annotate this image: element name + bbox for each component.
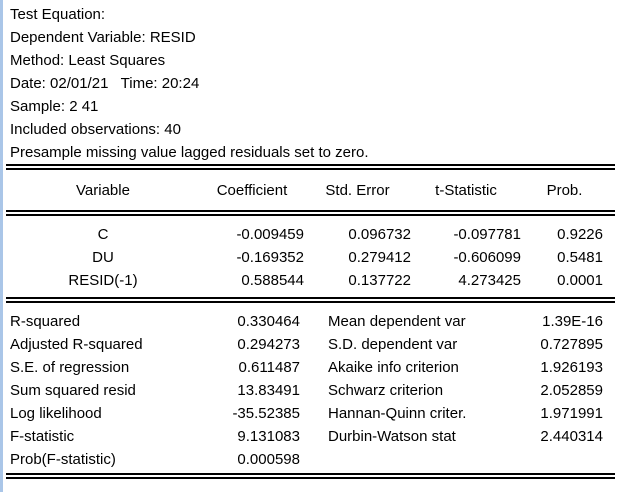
header-line-included-obs: Included observations: 40 xyxy=(10,121,181,138)
stat-value: -35.52385 xyxy=(232,405,300,422)
output-content: Test Equation: Dependent Variable: RESID… xyxy=(6,0,615,479)
stat-label: Durbin-Watson stat xyxy=(328,428,456,445)
left-edge-accent xyxy=(0,0,3,492)
double-rule-below-header xyxy=(6,210,615,216)
cell-std-error: 0.279412 xyxy=(348,249,411,266)
stat-label xyxy=(300,448,516,471)
cell-variable: DU xyxy=(92,249,114,266)
cell-coefficient: -0.009459 xyxy=(236,226,304,243)
column-header-coefficient: Coefficient xyxy=(216,181,288,199)
stat-value: 9.131083 xyxy=(237,428,300,445)
coefficient-table-header-row: Variable Coefficient Std. Error t-Statis… xyxy=(6,170,615,210)
header-line-presample-note: Presample missing value lagged residuals… xyxy=(10,144,369,161)
stat-label: Hannan-Quinn criter. xyxy=(328,405,467,422)
cell-coefficient: 0.588544 xyxy=(241,272,304,289)
cell-prob: 0.0001 xyxy=(557,272,603,289)
stat-label: Akaike info criterion xyxy=(328,359,459,376)
double-rule-bottom xyxy=(6,473,615,479)
stat-label: Prob(F-statistic) xyxy=(10,451,116,468)
cell-std-error: 0.137722 xyxy=(348,272,411,289)
stat-label: Log likelihood xyxy=(10,405,102,422)
table-row-resid-lag1: RESID(-1) 0.588544 0.137722 4.273425 0.0… xyxy=(6,269,615,292)
stat-value: 0.294273 xyxy=(237,336,300,353)
stat-value: 0.000598 xyxy=(237,451,300,468)
stats-row-se-regression: S.E. of regression 0.611487 Akaike info … xyxy=(6,356,615,379)
cell-t-statistic: -0.606099 xyxy=(453,249,521,266)
summary-statistics-block: R-squared 0.330464 Mean dependent var 1.… xyxy=(6,303,615,473)
stat-label: Schwarz criterion xyxy=(328,382,444,399)
stat-value xyxy=(516,448,615,471)
stat-label: S.E. of regression xyxy=(10,359,130,376)
stats-row-adj-rsquared: Adjusted R-squared 0.294273 S.D. depende… xyxy=(6,333,615,356)
stat-value: 0.611487 xyxy=(238,359,300,376)
header-line-dependent-var: Dependent Variable: RESID xyxy=(10,29,196,46)
stats-row-f-statistic: F-statistic 9.131083 Durbin-Watson stat … xyxy=(6,425,615,448)
cell-t-statistic: -0.097781 xyxy=(453,226,521,243)
stat-label: F-statistic xyxy=(10,428,75,445)
stat-value: 2.440314 xyxy=(540,428,603,445)
header-line-sample: Sample: 2 41 xyxy=(10,98,99,115)
stat-label: R-squared xyxy=(10,313,81,330)
table-row-c: C -0.009459 0.096732 -0.097781 0.9226 xyxy=(6,223,615,246)
column-header-variable: Variable xyxy=(76,181,130,199)
cell-std-error: 0.096732 xyxy=(348,226,411,243)
stat-value: 1.39E-16 xyxy=(542,313,603,330)
stat-value: 1.971991 xyxy=(540,405,603,422)
double-rule-top xyxy=(6,164,615,170)
stat-label: Sum squared resid xyxy=(10,382,136,399)
cell-t-statistic: 4.273425 xyxy=(458,272,521,289)
coefficient-table-body: C -0.009459 0.096732 -0.097781 0.9226 DU… xyxy=(6,216,615,297)
stats-row-sum-sq-resid: Sum squared resid 13.83491 Schwarz crite… xyxy=(6,379,615,402)
column-header-prob: Prob. xyxy=(546,181,583,199)
stat-label: Adjusted R-squared xyxy=(10,336,143,353)
stat-value: 13.83491 xyxy=(237,382,300,399)
stat-value: 0.330464 xyxy=(237,313,300,330)
stat-value: 1.926193 xyxy=(540,359,603,376)
cell-prob: 0.5481 xyxy=(557,249,603,266)
header-line-date-time: Date: 02/01/21 Time: 20:24 xyxy=(10,75,200,92)
cell-coefficient: -0.169352 xyxy=(236,249,304,266)
header-line-test-equation: Test Equation: xyxy=(10,6,106,23)
cell-prob: 0.9226 xyxy=(557,226,603,243)
stats-row-rsquared: R-squared 0.330464 Mean dependent var 1.… xyxy=(6,310,615,333)
stats-row-log-likelihood: Log likelihood -35.52385 Hannan-Quinn cr… xyxy=(6,402,615,425)
cell-variable: RESID(-1) xyxy=(68,272,138,289)
output-header-block: Test Equation: Dependent Variable: RESID… xyxy=(6,0,615,164)
stat-value: 2.052859 xyxy=(540,382,603,399)
table-row-du: DU -0.169352 0.279412 -0.606099 0.5481 xyxy=(6,246,615,269)
stats-row-prob-f: Prob(F-statistic) 0.000598 xyxy=(6,448,615,471)
header-line-method: Method: Least Squares xyxy=(10,52,166,69)
cell-variable: C xyxy=(97,226,109,243)
stat-label: Mean dependent var xyxy=(328,313,466,330)
double-rule-mid xyxy=(6,297,615,303)
column-header-t-statistic: t-Statistic xyxy=(435,181,497,199)
stat-label: S.D. dependent var xyxy=(328,336,458,353)
stat-value: 0.727895 xyxy=(540,336,603,353)
column-header-std-error: Std. Error xyxy=(325,181,390,199)
